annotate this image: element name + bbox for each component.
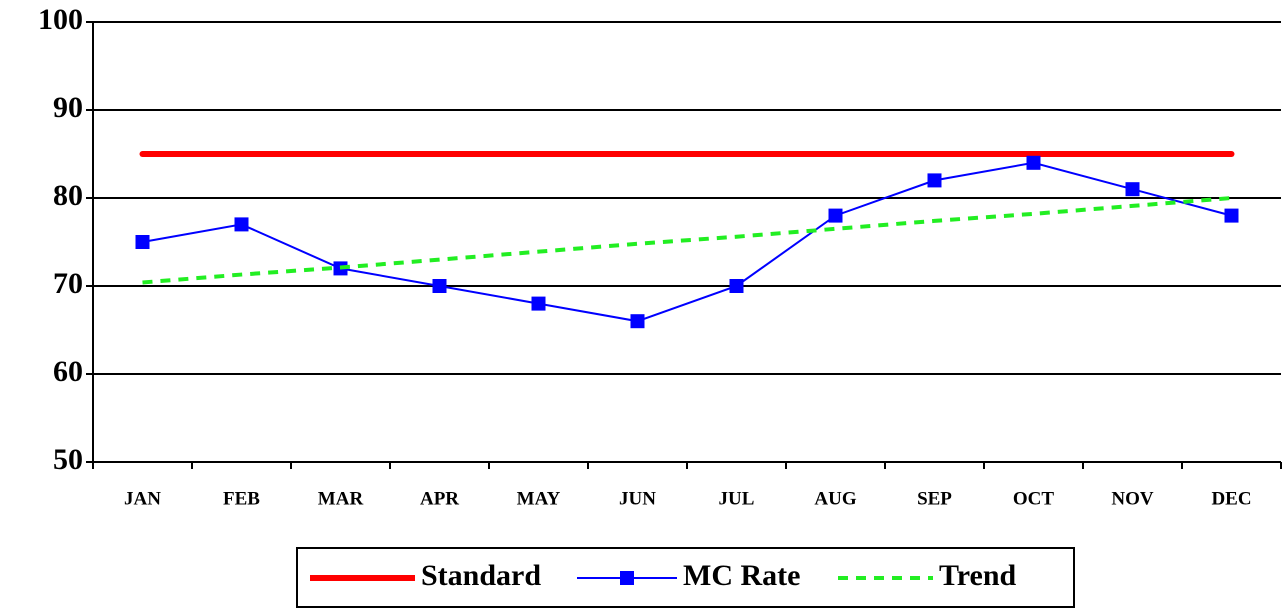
x-tick-label: DEC (1211, 488, 1251, 509)
x-tick-label: JUN (619, 488, 656, 509)
series-line (142, 161, 1232, 323)
marker (432, 279, 447, 293)
marker (1026, 155, 1041, 170)
marker (927, 173, 942, 188)
x-tick-label: NOV (1111, 488, 1154, 509)
marker (828, 208, 843, 223)
x-tick-label: JUL (719, 488, 755, 509)
legend-label: Trend (939, 559, 1017, 592)
y-tick-label: 50 (53, 443, 83, 476)
x-tick-label: MAR (318, 488, 364, 509)
marker (135, 235, 150, 249)
y-tick-label: 100 (38, 3, 83, 36)
y-tick-label: 90 (53, 91, 83, 124)
y-tick-label: 70 (53, 267, 83, 300)
marker (1125, 182, 1140, 197)
marker (630, 314, 645, 329)
y-tick-label: 60 (53, 355, 83, 388)
legend-label: MC Rate (683, 559, 800, 592)
x-tick-label: FEB (223, 488, 260, 509)
legend-label: Standard (421, 559, 541, 592)
marker (729, 279, 744, 293)
x-tick-label: APR (420, 488, 459, 509)
marker (1224, 208, 1239, 223)
legend-box (296, 547, 1075, 608)
y-tick-label: 80 (53, 179, 83, 212)
x-tick-label: AUG (814, 488, 856, 509)
x-tick-label: OCT (1013, 488, 1055, 509)
x-tick-label: MAY (517, 488, 561, 509)
legend-marker (620, 571, 634, 585)
marker (234, 217, 249, 232)
x-tick-label: SEP (917, 488, 952, 509)
series-line (142, 196, 1232, 285)
x-tick-label: JAN (124, 488, 161, 509)
marker (531, 296, 546, 311)
